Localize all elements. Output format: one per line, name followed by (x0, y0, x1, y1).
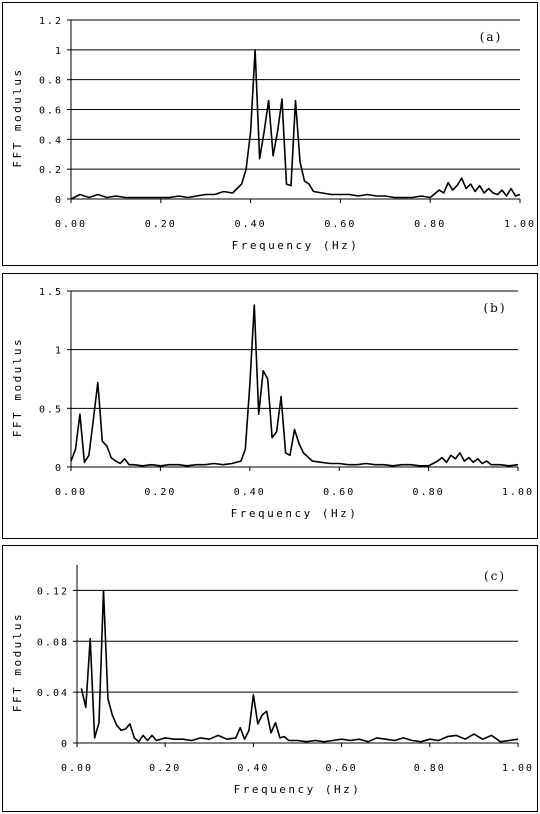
chart-panel-a: 0 0.2 0.4 0.6 0.8 1 1.2 0.00 0.20 0.40 0.60 0.80 1.0… (2, 2, 538, 266)
y-tick-label-c-1: 0.04 (37, 688, 69, 699)
x-tick-label-c-0: 0.00 (61, 763, 93, 774)
x-tick-label-c-2: 0.40 (237, 763, 269, 774)
x-axis-label-b: Frequency (Hz) (231, 507, 359, 520)
y-tick-label-a-6: 1.2 (39, 16, 63, 27)
y-tick-label-a-4: 0.8 (39, 76, 63, 87)
y-axis-label-c: FFT modulus (11, 612, 24, 712)
series-line-b (70, 304, 519, 467)
x-tick-label-c-1: 0.20 (149, 763, 181, 774)
chart-a-svg: 0 0.2 0.4 0.6 0.8 1 1.2 0.00 0.20 0.40 0.60 0.80 1.0… (11, 16, 536, 252)
chart-b-svg: 0 0.5 1 1.5 0.00 0.20 0.40 0.60 0.80 1.00 Frequenc… (11, 287, 534, 520)
panel-label-c: (c) (484, 569, 506, 583)
x-tick-label-a-1: 0.20 (145, 219, 177, 230)
panel-label-b: (b) (483, 301, 506, 315)
chart-panel-b: 0 0.5 1 1.5 0.00 0.20 0.40 0.60 0.80 1.00 Frequenc… (2, 273, 538, 539)
chart-panel-c: 0 0.04 0.08 0.12 0.00 0.20 0.40 0.60 0.80 1.00 Fre… (2, 545, 538, 812)
y-tick-label-a-5: 1 (55, 46, 63, 57)
x-tick-label-a-2: 0.40 (235, 219, 267, 230)
y-tick-label-a-3: 0.6 (39, 106, 63, 117)
y-axis-label-b: FFT modulus (11, 337, 24, 437)
y-tick-label-c-3: 0.12 (37, 586, 69, 597)
x-tick-label-b-5: 1.00 (502, 487, 534, 498)
x-tick-label-c-5: 1.00 (502, 763, 534, 774)
panel-label-a: (a) (480, 30, 503, 44)
y-tick-label-b-1: 0.5 (39, 404, 63, 415)
y-axis-label-a: FFT modulus (11, 67, 24, 167)
y-tick-label-b-3: 1.5 (39, 287, 63, 298)
x-axis-label-a: Frequency (Hz) (232, 239, 360, 252)
x-tick-label-b-4: 0.80 (413, 487, 445, 498)
y-tick-label-b-2: 1 (55, 346, 63, 357)
x-tick-label-a-4: 0.80 (414, 219, 446, 230)
x-tick-label-b-2: 0.40 (234, 487, 266, 498)
x-tick-label-b-0: 0.00 (55, 487, 87, 498)
chart-c-svg: 0 0.04 0.08 0.12 0.00 0.20 0.40 0.60 0.80 1.00 Fre… (11, 565, 534, 796)
series-line-c (80, 589, 519, 743)
x-tick-label-a-3: 0.60 (324, 219, 356, 230)
y-tick-label-a-2: 0.4 (39, 135, 63, 146)
x-axis-label-c: Frequency (Hz) (234, 783, 362, 796)
series-line-a (70, 48, 521, 200)
y-tick-label-c-2: 0.08 (37, 637, 69, 648)
y-tick-label-a-1: 0.2 (39, 165, 63, 176)
x-tick-label-a-0: 0.00 (55, 219, 87, 230)
x-tick-label-c-4: 0.80 (414, 763, 446, 774)
x-tick-label-b-3: 0.60 (323, 487, 355, 498)
y-tick-label-a-0: 0 (55, 195, 63, 206)
x-tick-label-c-3: 0.60 (326, 763, 358, 774)
y-tick-label-b-0: 0 (55, 463, 63, 474)
x-tick-label-b-1: 0.20 (144, 487, 176, 498)
x-tick-label-a-5: 1.00 (504, 219, 536, 230)
y-tick-label-c-0: 0 (61, 739, 69, 750)
